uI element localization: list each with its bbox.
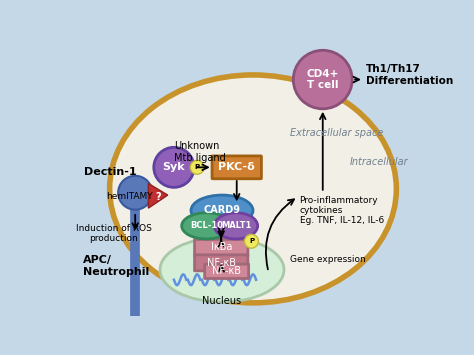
Text: Pro-inflammatory
cytokines
Eg. TNF, IL-12, IL-6: Pro-inflammatory cytokines Eg. TNF, IL-1… bbox=[300, 196, 384, 225]
Ellipse shape bbox=[191, 195, 253, 226]
Text: P: P bbox=[249, 238, 254, 244]
Text: Unknown
Mtb ligand: Unknown Mtb ligand bbox=[174, 141, 226, 163]
Text: PKC-δ: PKC-δ bbox=[219, 162, 255, 172]
Text: Syk: Syk bbox=[163, 162, 185, 172]
FancyBboxPatch shape bbox=[205, 264, 249, 278]
Circle shape bbox=[190, 160, 204, 174]
Ellipse shape bbox=[160, 237, 284, 302]
Text: Dectin-1: Dectin-1 bbox=[84, 167, 137, 177]
Text: APC/
Neutrophil: APC/ Neutrophil bbox=[82, 255, 149, 277]
FancyBboxPatch shape bbox=[194, 239, 248, 256]
Circle shape bbox=[154, 147, 194, 187]
Text: Th1/Th17
Differentiation: Th1/Th17 Differentiation bbox=[366, 64, 454, 86]
FancyBboxPatch shape bbox=[194, 255, 248, 271]
Text: CD4+
T cell: CD4+ T cell bbox=[307, 69, 339, 91]
Text: P: P bbox=[195, 164, 200, 170]
Circle shape bbox=[245, 234, 258, 248]
Text: Nucleus: Nucleus bbox=[202, 296, 242, 306]
Text: Extracellular space: Extracellular space bbox=[290, 129, 383, 138]
Ellipse shape bbox=[182, 213, 231, 239]
Text: BCL-10: BCL-10 bbox=[190, 222, 223, 230]
Text: Gene expression: Gene expression bbox=[290, 255, 366, 264]
Text: MALT1: MALT1 bbox=[221, 222, 251, 230]
Circle shape bbox=[118, 176, 152, 210]
Text: Induction of ROS
production: Induction of ROS production bbox=[75, 224, 151, 243]
Polygon shape bbox=[148, 184, 168, 208]
Text: IκBa: IκBa bbox=[210, 242, 232, 252]
Text: Intracellular: Intracellular bbox=[349, 157, 408, 167]
Text: hemITAMY: hemITAMY bbox=[106, 192, 152, 201]
Ellipse shape bbox=[214, 213, 258, 239]
Ellipse shape bbox=[109, 75, 396, 303]
Text: ?: ? bbox=[155, 192, 161, 202]
Text: NF-κB: NF-κB bbox=[212, 266, 241, 276]
Text: CARD9: CARD9 bbox=[203, 206, 240, 215]
Circle shape bbox=[293, 50, 352, 109]
FancyBboxPatch shape bbox=[212, 156, 261, 179]
Text: NF-κB: NF-κB bbox=[207, 258, 236, 268]
